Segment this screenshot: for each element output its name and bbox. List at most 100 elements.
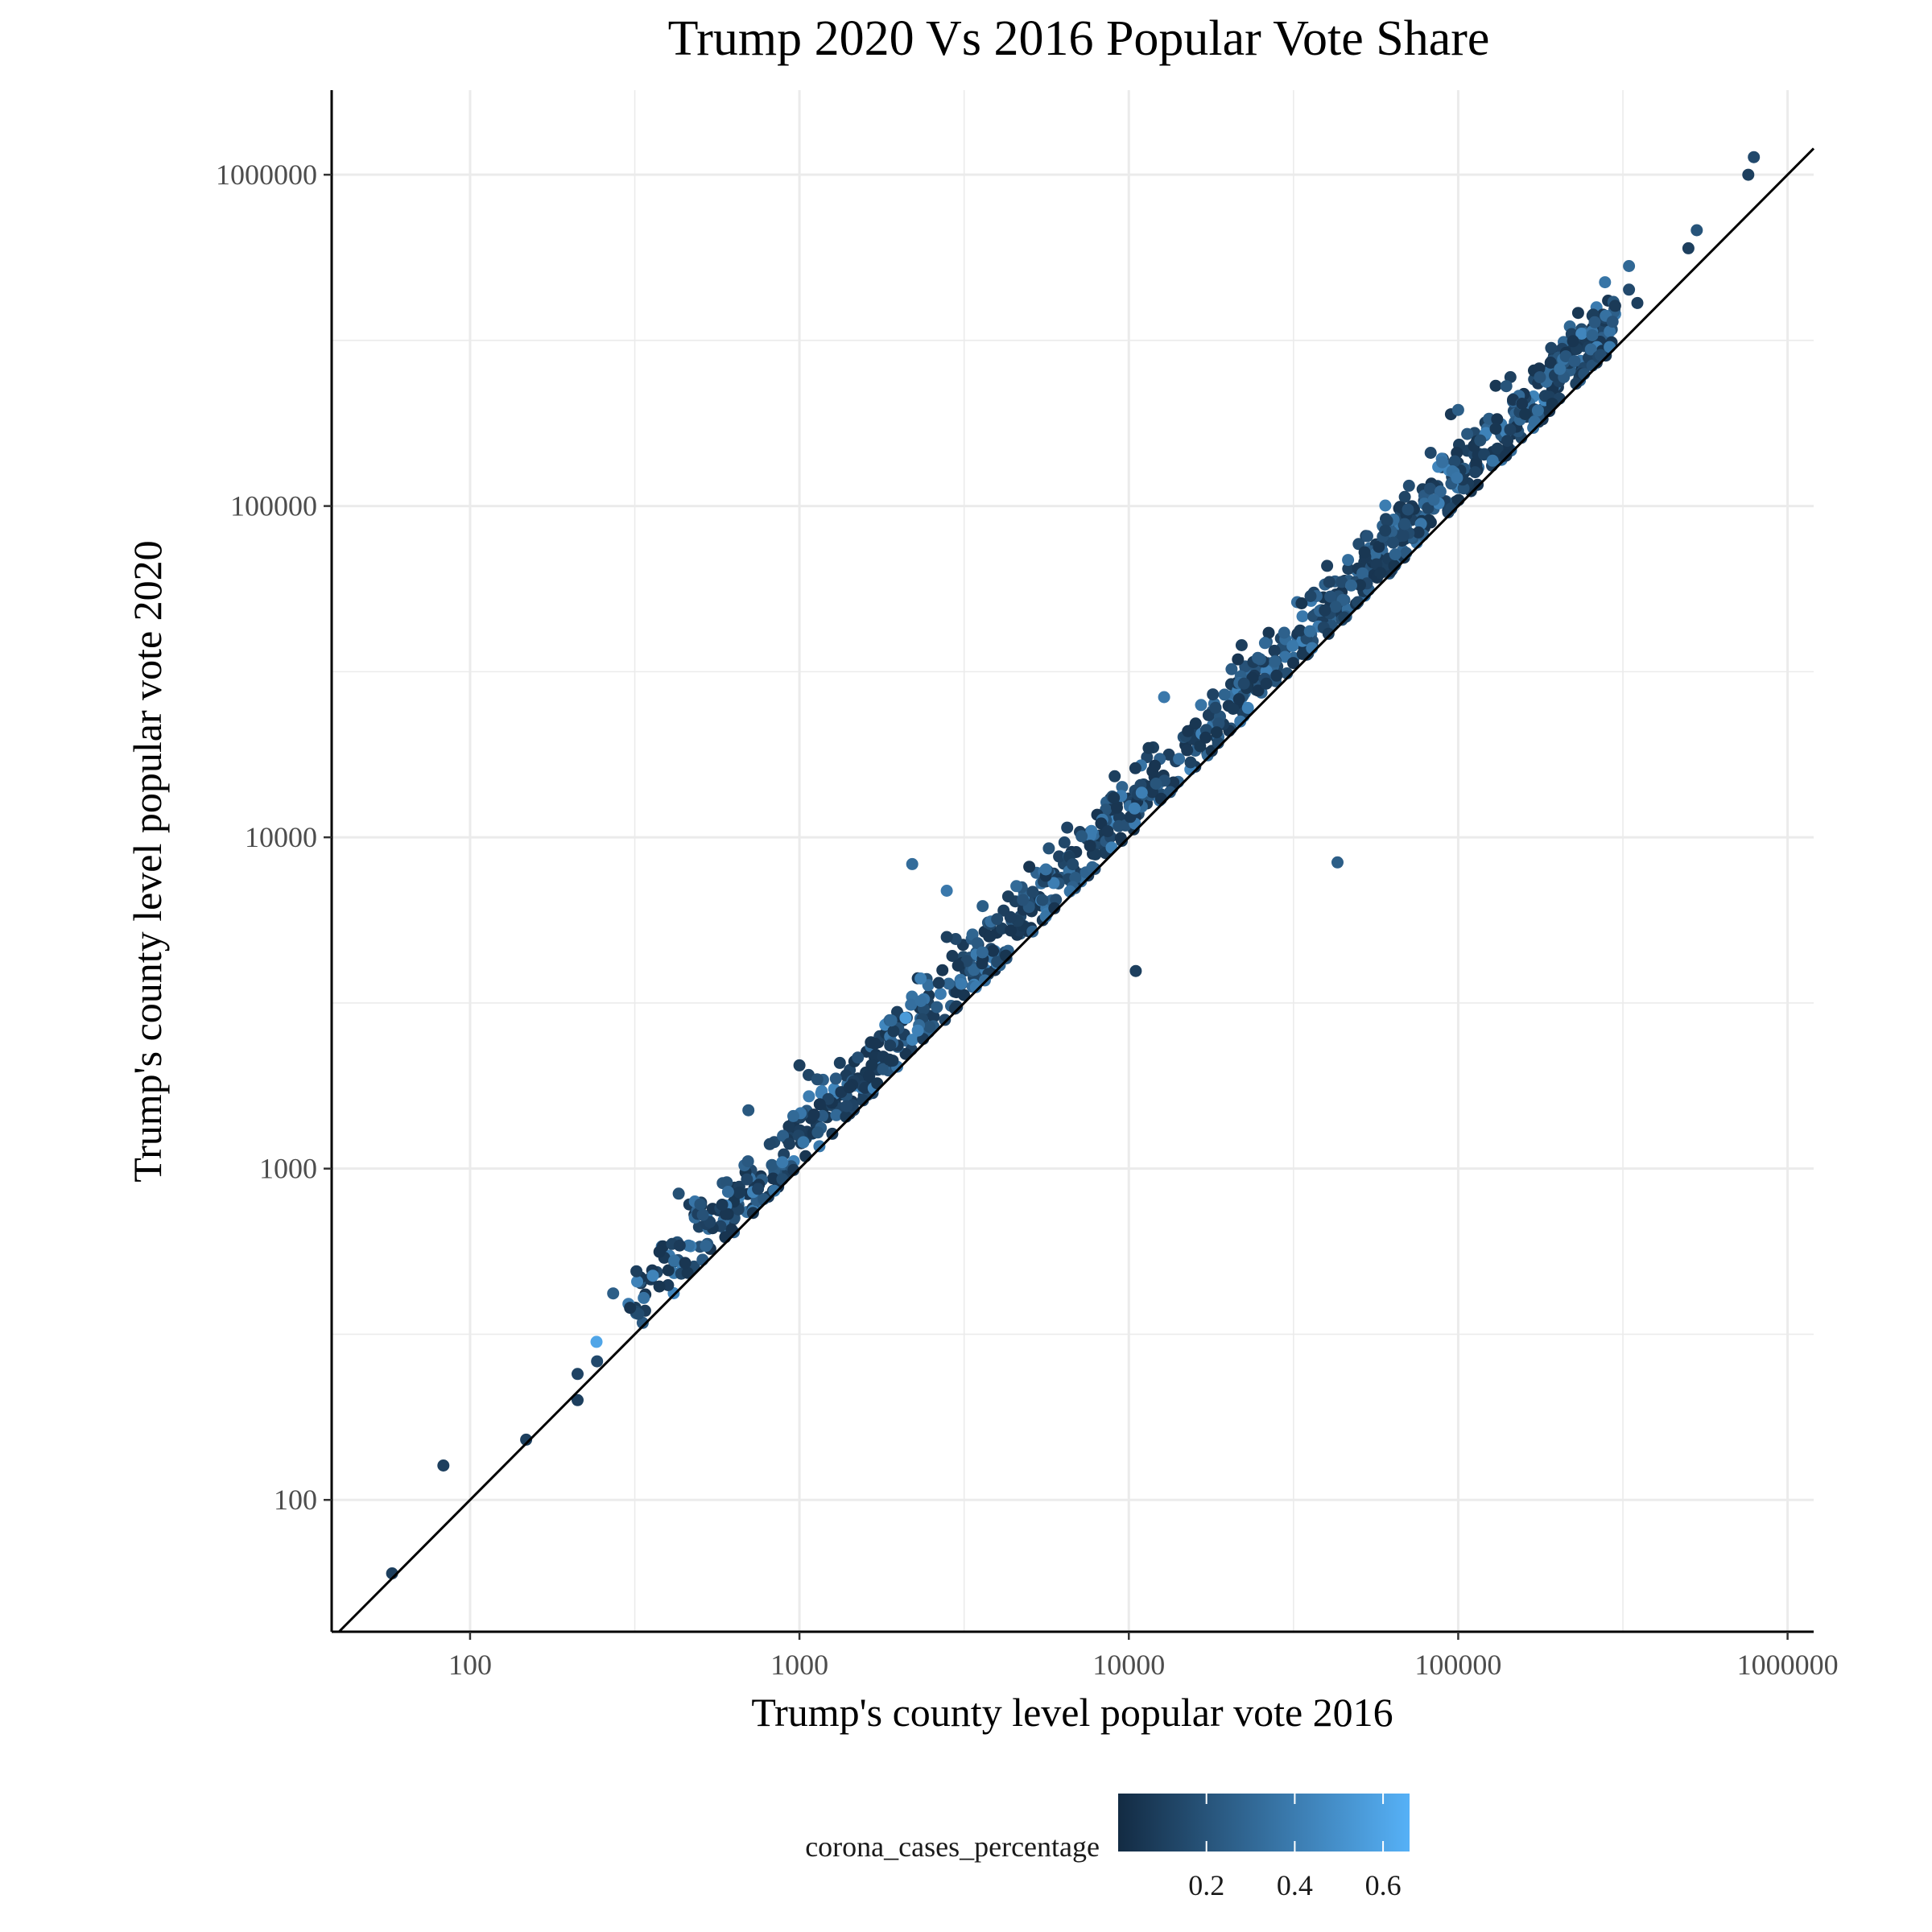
data-point bbox=[1397, 529, 1410, 542]
data-point bbox=[1258, 637, 1271, 650]
data-point bbox=[638, 1291, 650, 1304]
data-point bbox=[813, 1098, 826, 1111]
data-point bbox=[1379, 499, 1392, 512]
data-point bbox=[1270, 669, 1283, 682]
data-point bbox=[1001, 890, 1014, 903]
data-point bbox=[1358, 546, 1371, 559]
data-point bbox=[590, 1335, 603, 1348]
data-point bbox=[1519, 408, 1532, 420]
data-point bbox=[1116, 781, 1129, 794]
data-point bbox=[682, 1239, 695, 1252]
data-point bbox=[783, 1137, 796, 1150]
data-point bbox=[971, 937, 984, 950]
data-point bbox=[1469, 466, 1481, 479]
data-point bbox=[1023, 861, 1036, 873]
data-point bbox=[741, 1173, 753, 1186]
data-point bbox=[939, 1013, 952, 1026]
data-point bbox=[843, 1081, 856, 1094]
data-point bbox=[1474, 434, 1487, 447]
data-point bbox=[776, 1173, 789, 1186]
data-point bbox=[1287, 657, 1299, 670]
legend: corona_cases_percentage 0.2 0.4 0.6 bbox=[805, 1794, 1410, 1901]
data-point bbox=[733, 1187, 746, 1199]
data-point bbox=[1500, 449, 1513, 462]
data-point bbox=[940, 885, 953, 897]
data-point bbox=[1164, 786, 1176, 799]
data-point bbox=[877, 1063, 890, 1075]
data-point bbox=[1111, 801, 1123, 814]
y-tick-label: 10000 bbox=[245, 821, 317, 853]
data-point bbox=[1489, 423, 1502, 436]
data-point bbox=[958, 989, 970, 1001]
data-point bbox=[1234, 715, 1247, 728]
data-point bbox=[1084, 829, 1096, 842]
data-point bbox=[1225, 663, 1238, 675]
data-point bbox=[799, 1150, 812, 1162]
y-tick-label: 1000000 bbox=[216, 159, 317, 191]
data-point bbox=[1235, 639, 1248, 651]
data-point bbox=[1005, 924, 1018, 937]
data-point bbox=[1448, 455, 1461, 468]
data-point bbox=[662, 1264, 675, 1277]
data-point bbox=[636, 1316, 649, 1329]
data-point bbox=[1748, 151, 1761, 163]
data-point bbox=[694, 1198, 707, 1211]
data-point bbox=[1402, 479, 1415, 492]
colorbar-tick-label: 0.6 bbox=[1365, 1869, 1402, 1901]
data-point bbox=[1533, 362, 1546, 375]
data-point bbox=[1682, 242, 1695, 254]
data-point bbox=[932, 976, 945, 989]
data-point bbox=[1374, 567, 1387, 580]
data-point bbox=[1237, 677, 1250, 690]
data-point bbox=[1004, 910, 1017, 923]
data-point bbox=[1545, 341, 1558, 354]
data-point bbox=[1048, 902, 1061, 914]
data-point bbox=[1402, 503, 1414, 516]
data-point bbox=[721, 1186, 734, 1198]
data-point bbox=[719, 1231, 732, 1244]
data-point bbox=[859, 1081, 872, 1094]
legend-title: corona_cases_percentage bbox=[805, 1831, 1100, 1863]
data-point bbox=[752, 1183, 765, 1195]
data-point bbox=[1451, 403, 1464, 416]
data-point bbox=[829, 1072, 842, 1085]
data-point bbox=[742, 1104, 755, 1117]
data-point bbox=[1010, 880, 1023, 893]
data-point bbox=[1356, 567, 1369, 580]
data-point bbox=[1398, 490, 1411, 503]
data-point bbox=[1544, 357, 1557, 369]
data-point bbox=[884, 1039, 897, 1052]
data-point bbox=[1154, 792, 1167, 805]
data-point bbox=[1108, 791, 1121, 804]
x-tick-label: 10000 bbox=[1092, 1649, 1165, 1681]
data-point bbox=[1531, 404, 1544, 417]
data-point bbox=[1412, 526, 1425, 539]
data-point bbox=[1554, 362, 1567, 375]
data-point bbox=[1389, 548, 1402, 561]
data-point bbox=[646, 1269, 659, 1282]
data-point bbox=[1269, 655, 1282, 668]
data-point bbox=[1322, 627, 1335, 640]
data-point bbox=[1599, 276, 1612, 289]
data-point bbox=[833, 1056, 846, 1069]
data-point bbox=[1036, 894, 1049, 906]
data-point bbox=[1504, 371, 1517, 383]
data-point bbox=[976, 957, 989, 970]
data-point bbox=[1422, 502, 1435, 514]
data-point bbox=[1162, 748, 1175, 761]
data-point bbox=[696, 1208, 709, 1221]
colorbar-tick-label: 0.2 bbox=[1188, 1869, 1224, 1901]
data-point bbox=[1528, 415, 1541, 428]
data-point bbox=[1303, 625, 1316, 638]
data-point bbox=[1424, 482, 1436, 495]
data-point bbox=[1304, 590, 1317, 602]
data-point bbox=[746, 1207, 759, 1220]
data-point bbox=[1017, 894, 1030, 906]
data-point bbox=[826, 1127, 839, 1140]
data-point bbox=[869, 1037, 881, 1050]
data-point bbox=[914, 995, 927, 1007]
data-point bbox=[1158, 691, 1170, 704]
x-tick-label: 100000 bbox=[1414, 1649, 1501, 1681]
data-point bbox=[803, 1090, 815, 1103]
